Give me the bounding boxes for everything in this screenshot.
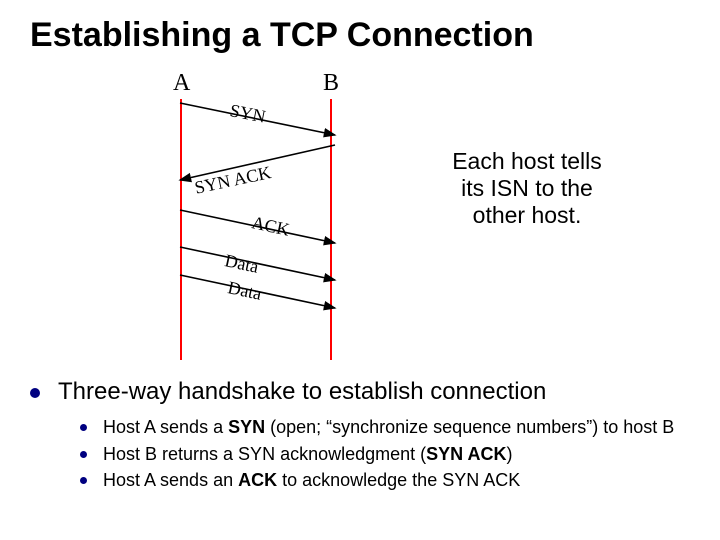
callout-line: its ISN to the (412, 175, 642, 202)
bullet-l2: Host B returns a SYN acknowledgment (SYN… (80, 443, 690, 466)
callout-line: other host. (412, 202, 642, 229)
callout-text: Each host tells its ISN to the other hos… (412, 148, 642, 229)
page-title: Establishing a TCP Connection (30, 16, 534, 55)
bullet-l2: Host A sends an ACK to acknowledge the S… (80, 469, 690, 492)
bullet-list: Three-way handshake to establish connect… (30, 378, 690, 496)
bullet-l2-text: Host A sends an ACK to acknowledge the S… (103, 469, 520, 492)
bullet-l2-text: Host B returns a SYN acknowledgment (SYN… (103, 443, 512, 466)
bullet-l1-text: Three-way handshake to establish connect… (58, 378, 546, 406)
bullet-l2: Host A sends a SYN (open; “synchronize s… (80, 416, 690, 439)
bullet-dot-icon (30, 388, 40, 398)
bullet-dot-icon (80, 451, 87, 458)
bullet-dot-icon (80, 424, 87, 431)
bullet-l1: Three-way handshake to establish connect… (30, 378, 690, 406)
bullet-l2-text: Host A sends a SYN (open; “synchronize s… (103, 416, 674, 439)
callout-line: Each host tells (412, 148, 642, 175)
bullet-dot-icon (80, 477, 87, 484)
handshake-diagram: A B SYNSYN ACKACKDataData (140, 75, 370, 360)
